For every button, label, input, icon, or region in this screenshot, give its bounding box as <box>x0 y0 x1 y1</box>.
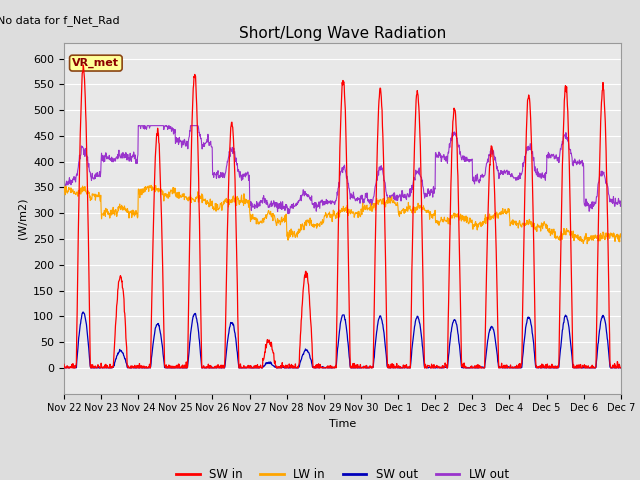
X-axis label: Time: Time <box>329 419 356 429</box>
Text: No data for f_Net_Rad: No data for f_Net_Rad <box>0 15 120 26</box>
Legend: SW in, LW in, SW out, LW out: SW in, LW in, SW out, LW out <box>172 463 513 480</box>
Title: Short/Long Wave Radiation: Short/Long Wave Radiation <box>239 25 446 41</box>
Text: VR_met: VR_met <box>72 58 119 68</box>
Y-axis label: (W/m2): (W/m2) <box>17 198 28 239</box>
